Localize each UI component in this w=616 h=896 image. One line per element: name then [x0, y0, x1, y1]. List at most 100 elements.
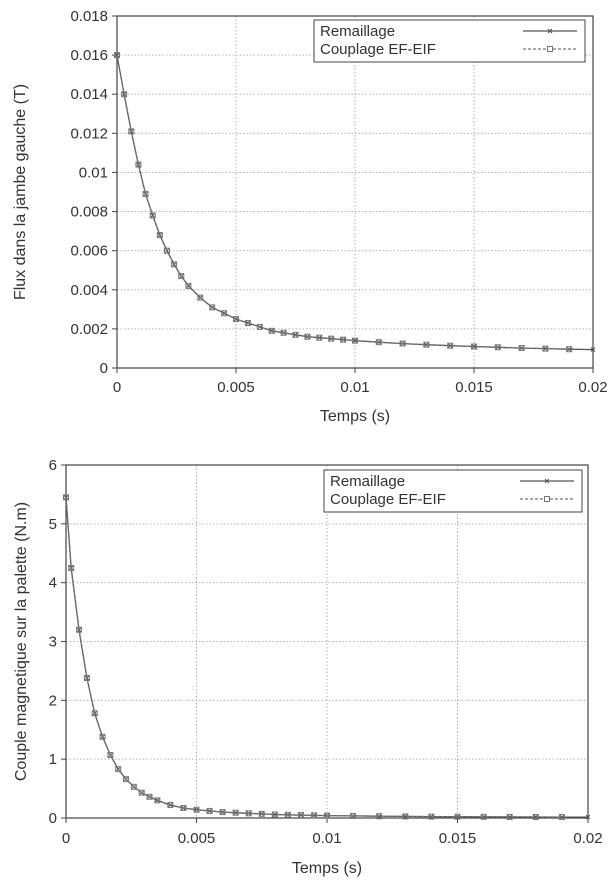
- data-point-square: [399, 340, 406, 347]
- data-point-square: [454, 813, 461, 820]
- data-point-square: [91, 710, 98, 717]
- data-point-x: [402, 814, 408, 819]
- data-point-square: [146, 793, 153, 800]
- data-point-x: [566, 346, 572, 352]
- y-axis-title: Couple magnetique sur la palette (N.m): [13, 502, 30, 781]
- flux-chart: 0 0.002 0.004 0.006 0.008 0.01 0.012 0.014 0.016…: [12, 8, 608, 425]
- data-point-square: [428, 813, 435, 820]
- x-axis-title: Temps (s): [292, 860, 362, 877]
- data-point-square: [480, 813, 487, 820]
- x-tick-label: 0: [62, 830, 70, 847]
- data-point-square: [221, 310, 228, 317]
- data-point-square: [233, 316, 239, 323]
- data-point-x: [245, 320, 251, 326]
- data-point-x: [471, 344, 477, 349]
- data-point-square: [206, 807, 213, 814]
- data-point-square: [193, 806, 200, 813]
- legend-label: Remaillage: [320, 23, 395, 40]
- data-point-square: [76, 626, 83, 633]
- data-point-square: [209, 304, 216, 311]
- data-point-square: [532, 813, 539, 820]
- data-point-x: [316, 335, 322, 341]
- data-point-square: [258, 810, 265, 817]
- y-tick-label: 6: [49, 457, 57, 474]
- legend-box: [323, 469, 583, 513]
- x-axis-title: Temps (s): [320, 408, 390, 425]
- legend-marker-square: [547, 46, 553, 52]
- x-tick-label: 0.01: [312, 830, 341, 847]
- y-tick-label: 0: [49, 810, 57, 827]
- data-point-square: [352, 337, 358, 344]
- y-tick-label: 0.014: [70, 86, 108, 103]
- data-point-square: [245, 810, 252, 817]
- y-tick-label: 0.018: [70, 8, 108, 25]
- data-point-square: [297, 812, 304, 819]
- data-point-x: [63, 495, 69, 500]
- data-point-x: [233, 810, 239, 816]
- data-point-square: [123, 776, 130, 783]
- y-tick-label: 0.008: [70, 204, 108, 221]
- data-point-square: [542, 345, 549, 352]
- y-tick-label: 1: [49, 751, 57, 768]
- data-point-square: [471, 343, 477, 350]
- data-point-square: [130, 783, 137, 790]
- data-point-x: [76, 627, 82, 633]
- data-point-square: [566, 346, 573, 353]
- data-point-square: [256, 323, 263, 330]
- data-point-square: [506, 813, 513, 820]
- y-tick-label: 0.016: [70, 47, 108, 64]
- data-point-square: [135, 161, 142, 168]
- couple-chart: 0 1 2 3 4 5 6 0 0.005 0.01 0.015 0.02 Temps (s) Coupl…: [13, 457, 603, 877]
- data-point-square: [232, 809, 239, 816]
- data-point-x: [92, 710, 98, 716]
- data-point-square: [163, 247, 170, 254]
- x-tick-label: 0.02: [573, 830, 602, 847]
- x-tick-label: 0: [113, 379, 121, 396]
- legend-label: Couplage EF-EIF: [330, 491, 446, 508]
- data-point-square: [304, 333, 311, 340]
- data-point-square: [268, 327, 275, 334]
- data-point-square: [423, 341, 430, 348]
- data-point-square: [121, 91, 128, 98]
- x-tick-label: 0.02: [578, 379, 607, 396]
- data-point-square: [447, 342, 454, 349]
- data-point-x: [154, 797, 160, 803]
- data-point-x: [447, 343, 453, 349]
- data-point-square: [142, 190, 149, 197]
- data-point-x: [269, 328, 275, 334]
- data-point-square: [402, 813, 409, 820]
- data-point-square: [494, 344, 501, 351]
- data-point-square: [63, 494, 69, 501]
- data-point-x: [150, 213, 156, 218]
- data-point-square: [99, 733, 106, 740]
- data-point-square: [375, 339, 382, 346]
- data-point-square: [167, 802, 174, 809]
- data-point-x: [533, 814, 539, 820]
- data-point-square: [156, 232, 163, 239]
- y-tick-label: 0.002: [70, 321, 108, 338]
- legend-marker-square: [544, 496, 550, 502]
- data-point-x: [121, 91, 127, 97]
- data-point-x: [168, 802, 173, 808]
- data-point-square: [284, 811, 291, 818]
- series-line-1: [65, 497, 562, 818]
- data-point-x: [590, 347, 596, 352]
- data-point-x: [585, 814, 591, 820]
- data-point-square: [324, 812, 330, 819]
- data-point-square: [107, 752, 114, 759]
- data-point-square: [180, 804, 187, 811]
- data-point-square: [68, 564, 75, 571]
- data-point-x: [293, 332, 298, 338]
- data-point-square: [280, 329, 287, 336]
- data-point-square: [185, 282, 192, 289]
- y-tick-label: 0.004: [70, 282, 108, 299]
- data-point-square: [114, 52, 120, 59]
- y-axis-title: Flux dans la jambe gauche (T): [12, 84, 29, 300]
- data-point-square: [244, 320, 251, 327]
- data-point-square: [171, 261, 178, 268]
- data-point-square: [128, 128, 135, 135]
- data-point-square: [310, 812, 317, 819]
- data-point-x: [376, 813, 382, 819]
- plot-frame: [116, 15, 594, 369]
